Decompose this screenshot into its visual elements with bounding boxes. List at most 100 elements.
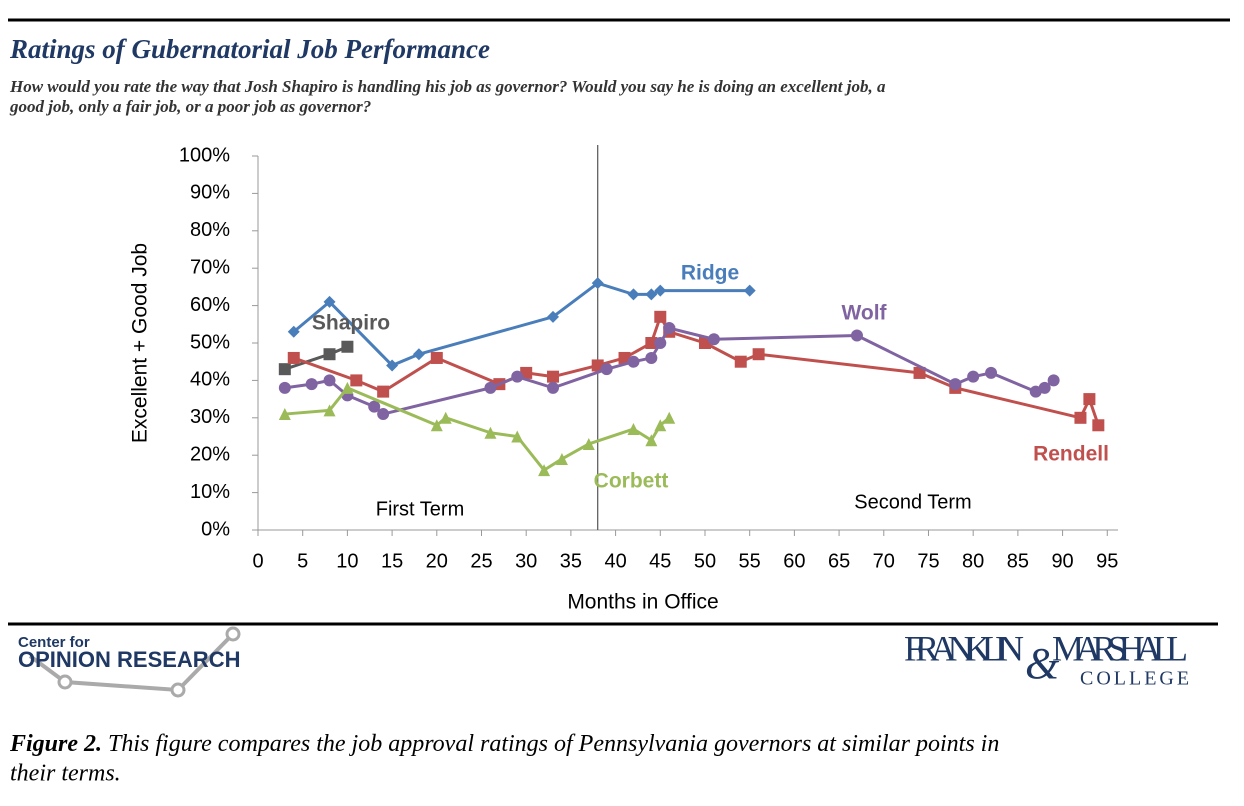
x-tick-label: 80 <box>962 550 984 572</box>
marker <box>278 363 291 376</box>
subtitle: good job, only a fair job, or a poor job… <box>9 97 371 116</box>
marker <box>743 284 756 297</box>
logo-text: Center for <box>18 634 90 651</box>
marker <box>654 310 667 323</box>
marker <box>734 355 747 368</box>
y-axis-label: Excellent + Good Job <box>129 243 152 443</box>
marker <box>1047 374 1060 387</box>
marker <box>287 325 300 338</box>
marker <box>949 378 962 391</box>
marker <box>591 277 604 290</box>
marker <box>305 378 318 391</box>
marker <box>985 366 998 379</box>
marker <box>1083 393 1096 406</box>
marker <box>377 385 390 398</box>
marker <box>645 434 658 447</box>
marker <box>278 408 291 421</box>
logo-text: & <box>1025 639 1060 688</box>
x-tick-label: 55 <box>739 550 761 572</box>
marker <box>654 419 667 432</box>
logo-text: FRANKLIN <box>904 628 1024 668</box>
marker <box>645 337 658 349</box>
marker <box>323 348 336 361</box>
series-label: Corbett <box>594 470 669 493</box>
subtitle: How would you rate the way that Josh Sha… <box>9 77 886 96</box>
x-tick-label: 95 <box>1096 550 1118 572</box>
marker <box>430 351 443 364</box>
caption-text: This figure compares the job approval ra… <box>108 731 999 757</box>
marker <box>287 351 300 364</box>
marker <box>323 404 336 417</box>
marker <box>627 423 640 436</box>
y-tick-label: 80% <box>190 219 230 241</box>
logo-text: MARSHALL <box>1052 628 1188 668</box>
marker <box>484 381 497 394</box>
x-tick-label: 10 <box>336 550 358 572</box>
marker <box>547 310 560 323</box>
marker <box>707 333 720 346</box>
y-tick-label: 10% <box>190 481 230 503</box>
marker <box>386 359 399 372</box>
marker <box>484 426 497 439</box>
series-line <box>292 281 750 367</box>
y-tick-label: 100% <box>179 144 230 166</box>
chart-title: Ratings of Gubernatorial Job Performance <box>9 34 490 64</box>
y-tick-label: 20% <box>190 443 230 465</box>
marker <box>627 288 640 301</box>
logo-dot <box>225 626 241 642</box>
marker <box>663 411 676 424</box>
marker <box>654 284 667 297</box>
x-tick-label: 70 <box>873 550 895 572</box>
y-tick-label: 40% <box>190 369 230 391</box>
y-tick-label: 30% <box>190 406 230 428</box>
x-tick-label: 40 <box>604 550 626 572</box>
caption-label: Figure 2. <box>9 731 102 757</box>
marker <box>341 340 354 353</box>
logo-line <box>28 632 235 693</box>
logo-dot <box>170 682 186 698</box>
series-line <box>293 315 1100 426</box>
marker <box>555 452 568 465</box>
x-tick-label: 25 <box>470 550 492 572</box>
series-line <box>284 326 1055 416</box>
x-axis-label: Months in Office <box>567 591 718 614</box>
x-tick-label: 45 <box>649 550 671 572</box>
x-tick-label: 60 <box>783 550 805 572</box>
marker <box>538 464 551 477</box>
marker <box>600 363 613 376</box>
caption: Figure 2. This figure compares the job a… <box>9 731 999 757</box>
annotation: First Term <box>376 498 465 520</box>
marker <box>323 374 336 387</box>
marker <box>368 400 381 413</box>
series-label: Wolf <box>841 302 887 325</box>
y-tick-label: 0% <box>201 518 230 540</box>
series-label: Ridge <box>681 262 739 285</box>
marker <box>547 370 560 383</box>
marker <box>913 366 926 379</box>
x-tick-label: 90 <box>1051 550 1073 572</box>
x-tick-label: 35 <box>560 550 582 572</box>
marker <box>412 348 425 361</box>
y-tick-label: 90% <box>190 182 230 204</box>
marker <box>654 337 667 349</box>
marker <box>341 381 354 394</box>
x-tick-label: 20 <box>426 550 448 572</box>
x-tick-label: 0 <box>252 550 263 572</box>
marker <box>850 329 863 342</box>
x-tick-label: 5 <box>297 550 308 572</box>
annotation: Second Term <box>854 491 971 513</box>
marker <box>663 322 676 335</box>
marker <box>1092 419 1105 432</box>
logo-text: OPINION RESEARCH <box>18 647 240 672</box>
marker <box>1074 411 1087 424</box>
y-tick-label: 60% <box>190 294 230 316</box>
marker <box>627 355 640 368</box>
marker <box>377 408 390 421</box>
series-label: Rendell <box>1033 443 1109 466</box>
marker <box>752 348 765 361</box>
logo-text: COLLEGE <box>1080 668 1192 690</box>
marker <box>511 430 524 443</box>
marker <box>430 419 443 432</box>
